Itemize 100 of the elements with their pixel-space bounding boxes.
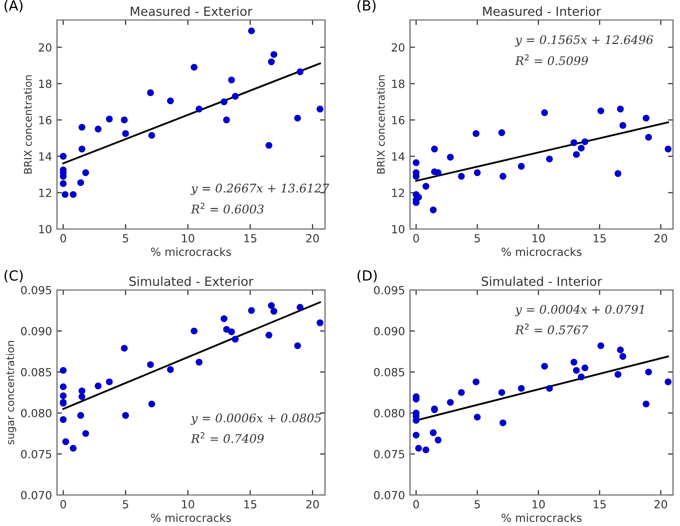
y-tick-label: 0.070	[374, 490, 404, 500]
point	[220, 315, 228, 322]
point	[60, 366, 67, 374]
point	[268, 58, 275, 66]
y-tick-label: 16	[39, 116, 52, 124]
x-tick-label: 0	[60, 500, 66, 508]
point	[430, 206, 437, 214]
x-tick-label: 20	[654, 500, 668, 508]
point	[196, 358, 203, 366]
point	[294, 114, 301, 122]
point	[498, 389, 506, 396]
point	[472, 130, 480, 137]
chart-title: Measured - Exterior	[130, 6, 252, 16]
point	[316, 319, 324, 326]
point	[62, 191, 69, 198]
x-tick-label: 10	[532, 234, 545, 242]
point	[518, 385, 525, 392]
x-tick-label: 5	[122, 500, 128, 508]
point	[190, 64, 198, 71]
point	[434, 169, 442, 176]
point	[546, 385, 553, 392]
x-tick-label: 0	[413, 500, 419, 508]
x-tick-label: 20	[654, 234, 668, 242]
point	[147, 89, 154, 96]
annotation: R$^{2}$ = 0.6003	[190, 202, 264, 214]
point	[458, 389, 465, 396]
point	[196, 106, 203, 112]
point	[614, 170, 622, 177]
point	[77, 412, 84, 419]
point	[223, 116, 230, 124]
point	[78, 393, 86, 400]
point	[60, 152, 67, 160]
x-tick-label: 15	[244, 234, 256, 242]
x-tick-label: 10	[182, 234, 194, 242]
point	[78, 124, 86, 131]
point	[266, 332, 272, 338]
point	[190, 328, 198, 334]
y-tick-label: 0.090	[21, 326, 52, 336]
y-tick-label: 14	[392, 152, 405, 161]
point	[77, 179, 84, 186]
point	[232, 92, 239, 100]
point	[94, 126, 102, 132]
point	[228, 76, 235, 84]
y-axis-title: BRIX concentration	[376, 75, 385, 174]
x-axis-title: % microcracks	[502, 247, 582, 256]
x-tick-label: 0	[60, 234, 66, 242]
point	[60, 392, 67, 400]
point	[167, 97, 174, 104]
point	[422, 446, 430, 454]
text: (C)	[4, 270, 23, 282]
point	[541, 362, 548, 370]
point	[422, 182, 430, 190]
point	[617, 106, 624, 112]
point	[60, 383, 67, 390]
point	[228, 328, 235, 336]
y-tick-label: 0.080	[374, 408, 404, 418]
point	[474, 169, 481, 176]
point	[120, 116, 128, 124]
point	[78, 387, 86, 394]
point	[82, 169, 90, 176]
x-axis-title: % microcracks	[502, 513, 582, 522]
point	[248, 28, 255, 34]
chart-title: Simulated - Exterior	[129, 276, 254, 286]
point	[664, 146, 672, 152]
point	[582, 364, 588, 372]
y-tick-label: 0.085	[374, 368, 404, 376]
point	[270, 308, 278, 315]
point	[546, 156, 553, 162]
point	[597, 342, 604, 350]
y-tick-label: 0.095	[21, 286, 52, 294]
point	[578, 374, 585, 380]
point	[82, 430, 90, 437]
y-tick-label: 12	[39, 188, 52, 197]
x-tick-label: 10	[532, 500, 545, 508]
point	[70, 191, 77, 198]
point	[619, 353, 626, 360]
y-tick-label: 0.090	[374, 326, 404, 336]
y-axis-title: sugar concentration	[6, 341, 16, 444]
annotation: y = 0.1565x + 12.6496	[514, 35, 654, 47]
annotation: y = 0.0006x + 0.0805	[190, 413, 322, 425]
point	[572, 151, 580, 158]
point	[412, 432, 420, 439]
y-tick-label: 0.080	[21, 408, 52, 418]
point	[582, 138, 588, 146]
point	[266, 142, 272, 149]
x-tick-label: 20	[306, 500, 319, 508]
point	[498, 129, 506, 136]
x-tick-label: 0	[413, 234, 419, 242]
y-tick-label: 0.070	[21, 490, 52, 500]
y-tick-label: 10	[392, 224, 404, 234]
y-tick-label: 16	[392, 116, 404, 124]
point	[270, 51, 278, 58]
point	[148, 132, 156, 139]
point	[232, 336, 239, 343]
x-axis-title: % microcracks	[151, 513, 231, 522]
x-tick-label: 20	[306, 234, 319, 242]
point	[94, 382, 102, 390]
point	[472, 378, 480, 386]
point	[248, 307, 255, 314]
x-tick-label: 5	[122, 234, 128, 242]
